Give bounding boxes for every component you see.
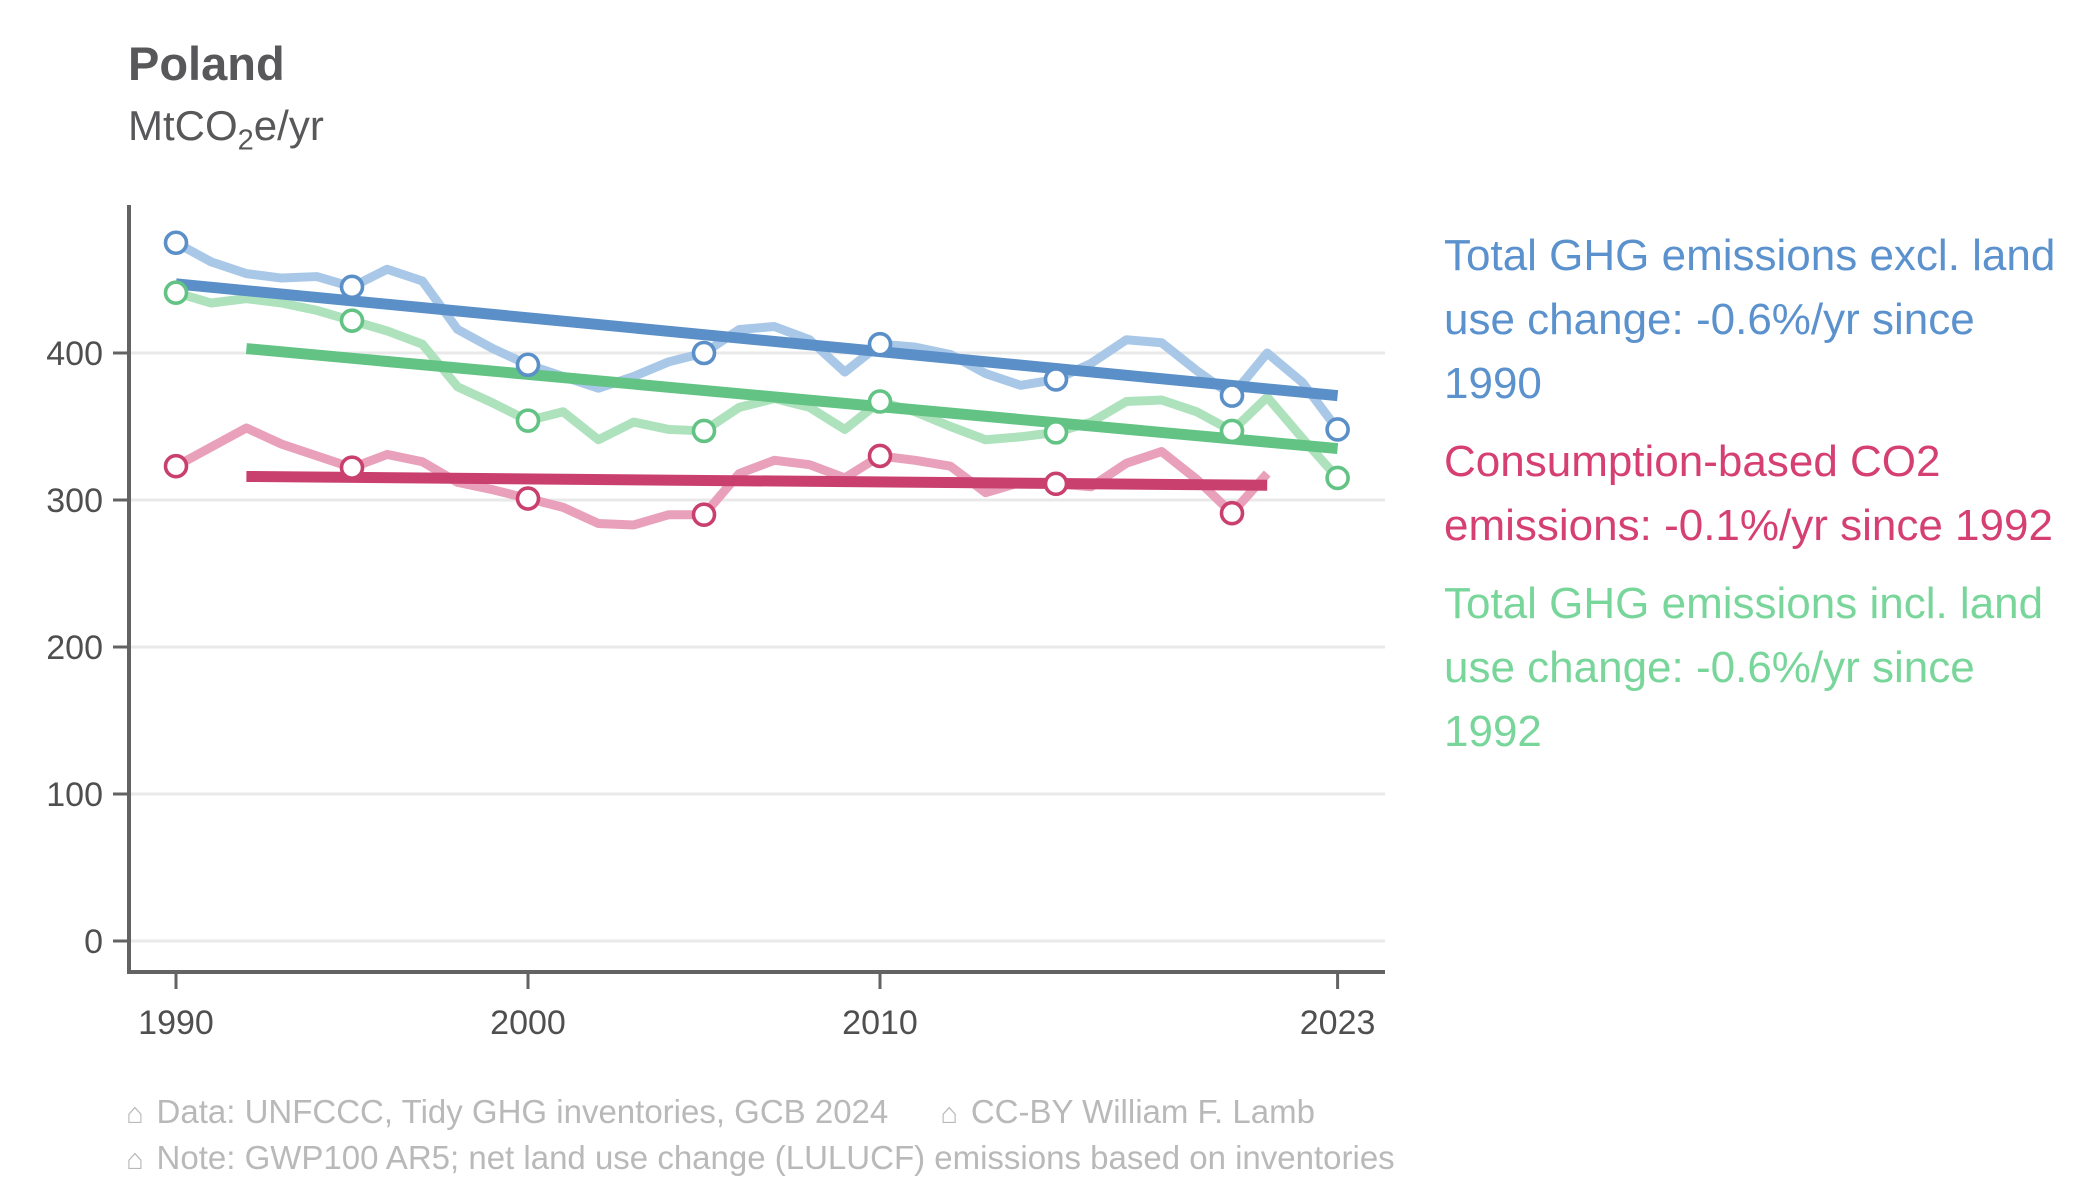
house-icon: ⌂ [940,1098,958,1130]
legend: Total GHG emissions excl. land use change… [1444,224,2100,778]
y-tick-label-400: 400 [46,335,103,373]
marker-ghg-incl-luc-1990 [163,280,189,306]
marker-ghg-excl-luc-2020 [1219,383,1245,408]
legend-item-line: Consumption-based CO2 [1444,437,1941,486]
legend-item-line: Total GHG emissions incl. land [1444,579,2044,628]
x-tick-label-2023: 2023 [1300,1004,1376,1042]
marker-consumption-co2-2020 [1219,500,1245,526]
trend-line-ghg-excl-luc [175,278,1339,402]
marker-consumption-co2-2000 [515,486,541,511]
y-tick-label-100: 100 [46,776,103,814]
subtitle-subscript: 2 [237,124,254,157]
legend-item-consumption-co2: Consumption-based CO2 emissions: -0.1%/yr… [1444,430,2100,558]
footer-segment: ⌂ Data: UNFCCC, Tidy GHG inventories, GCB… [126,1093,888,1130]
y-tick-label-0: 0 [84,923,103,961]
x-tick-label-2010: 2010 [842,1004,918,1042]
marker-ghg-incl-luc-2005 [691,418,717,444]
footer-segment: ⌂ CC-BY William F. Lamb [940,1093,1315,1130]
footer-text: Note: GWP100 AR5; net land use change (L… [156,1139,1395,1176]
footer-segment: ⌂ Note: GWP100 AR5; net land use change (… [126,1139,1395,1176]
y-tick-label-300: 300 [46,482,103,520]
y-tick-label-200: 200 [46,629,103,667]
house-icon: ⌂ [126,1144,144,1176]
x-tick-label-1990: 1990 [138,1004,214,1042]
house-icon: ⌂ [126,1098,144,1130]
legend-item-line: use change: -0.6%/yr since [1444,295,1975,344]
marker-ghg-incl-luc-2020 [1219,418,1245,444]
marker-ghg-excl-luc-2015 [1043,367,1069,392]
legend-item-line: 1992 [1444,707,1542,756]
trend-line-consumption-co2 [246,470,1268,491]
x-tick-label-2000: 2000 [490,1004,566,1042]
legend-item-line: use change: -0.6%/yr since [1444,643,1975,692]
y-axis-unit-label: MtCO2e/yr [128,102,324,157]
footer-line-source: ⌂ Data: UNFCCC, Tidy GHG inventories, GCB… [126,1090,1395,1136]
marker-ghg-excl-luc-2000 [515,352,541,378]
subtitle-post: e/yr [253,102,324,149]
marker-ghg-incl-luc-2015 [1043,420,1069,445]
marker-ghg-excl-luc-2023 [1325,417,1350,442]
subtitle-pre: MtCO [128,102,238,149]
marker-consumption-co2-1995 [339,455,365,480]
marker-ghg-excl-luc-2010 [867,331,893,357]
legend-item-ghg-excl-luc: Total GHG emissions excl. land use change… [1444,224,2100,416]
legend-item-ghg-incl-luc: Total GHG emissions incl. land use change… [1444,572,2100,764]
marker-consumption-co2-2015 [1043,471,1069,497]
marker-ghg-incl-luc-2010 [867,389,893,414]
series-line-ghg-excl-luc [173,238,1342,433]
footer: ⌂ Data: UNFCCC, Tidy GHG inventories, GCB… [126,1090,1395,1182]
marker-ghg-excl-luc-1995 [339,274,365,300]
legend-item-line: emissions: -0.1%/yr since 1992 [1444,501,2053,550]
marker-consumption-co2-1990 [163,453,189,479]
trend-line-ghg-incl-luc [245,343,1339,455]
marker-consumption-co2-2005 [691,502,717,528]
marker-ghg-excl-luc-1990 [163,230,189,256]
footer-text: Data: UNFCCC, Tidy GHG inventories, GCB … [156,1093,889,1130]
marker-ghg-incl-luc-2023 [1325,465,1350,491]
footer-text: CC-BY William F. Lamb [970,1093,1315,1130]
legend-item-line: 1990 [1444,359,1542,408]
series-line-ghg-incl-luc [174,288,1341,481]
marker-consumption-co2-2010 [867,443,893,469]
footer-line-note: ⌂ Note: GWP100 AR5; net land use change (… [126,1136,1395,1182]
page-title: Poland [128,37,285,90]
marker-ghg-excl-luc-2005 [691,340,717,366]
marker-ghg-incl-luc-2000 [515,408,541,433]
marker-ghg-incl-luc-1995 [339,308,365,333]
legend-item-line: Total GHG emissions excl. land [1444,231,2056,280]
